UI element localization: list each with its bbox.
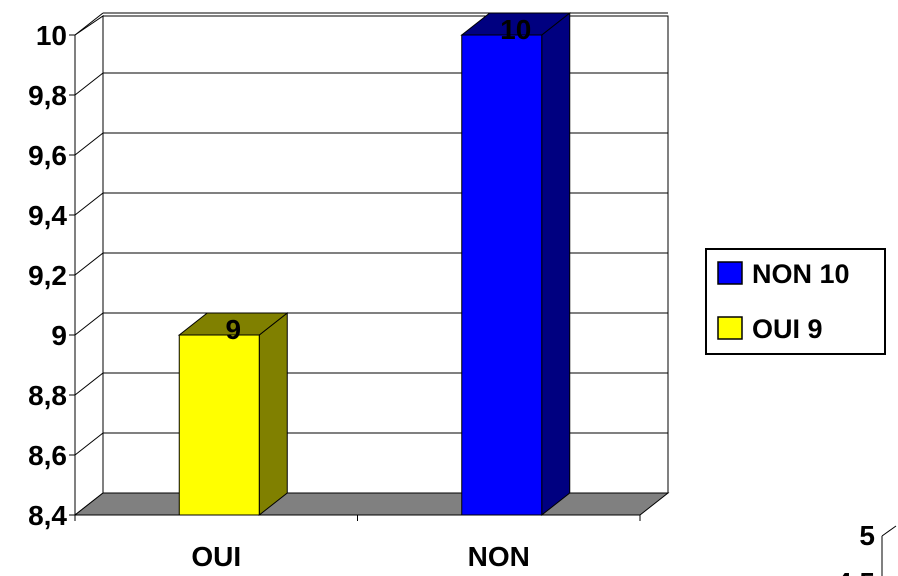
data-label-oui: 9 [225,314,241,345]
gridline-side [74,192,104,216]
gridline-side [74,312,104,336]
y-tick-label: 10 [36,20,67,51]
x-tick-label-oui: OUI [191,541,241,572]
x-axis-labels: OUI NON [191,541,530,572]
chart-side-wall [74,15,104,517]
gridlines [74,12,668,456]
gridline-side [74,12,104,36]
gridline-side [74,432,104,456]
bars: 9 10 [177,11,572,517]
legend: NON 10 OUI 9 [705,248,886,355]
y-tick-label: 9,8 [28,80,67,111]
partial-chart-axis-back [881,525,897,537]
y-tick-label: 8,8 [28,380,67,411]
x-tick-label-non: NON [468,541,530,572]
partial-chart: 5 4,5 [836,520,897,576]
bar-non [461,34,543,516]
y-tick-label: 8,6 [28,440,67,471]
legend-label-non: NON 10 [752,259,850,289]
gridline-side [74,372,104,396]
y-tick-label: 9,4 [28,200,67,231]
bar-side-oui [258,311,288,517]
y-tick-label: 9,6 [28,140,67,171]
data-label-non: 10 [500,14,531,45]
legend-swatch-oui [717,316,743,340]
gridline-side [74,72,104,96]
gridline-side [74,132,104,156]
bar-side-non [541,11,571,517]
legend-label-oui: OUI 9 [752,314,823,344]
chart-floor [73,492,670,516]
partial-chart-tick-second: 4,5 [836,567,875,576]
y-tick-label: 9 [51,320,67,351]
legend-swatch-non [717,261,743,285]
y-axis-ticks: 8,4 8,6 8,8 9 9,2 9,4 9,6 9,8 10 [28,20,641,531]
bar-oui [178,334,260,516]
y-tick-label: 8,4 [28,500,67,531]
partial-chart-tick-top: 5 [859,520,875,551]
gridline-side [74,252,104,276]
y-tick-label: 9,2 [28,260,67,291]
